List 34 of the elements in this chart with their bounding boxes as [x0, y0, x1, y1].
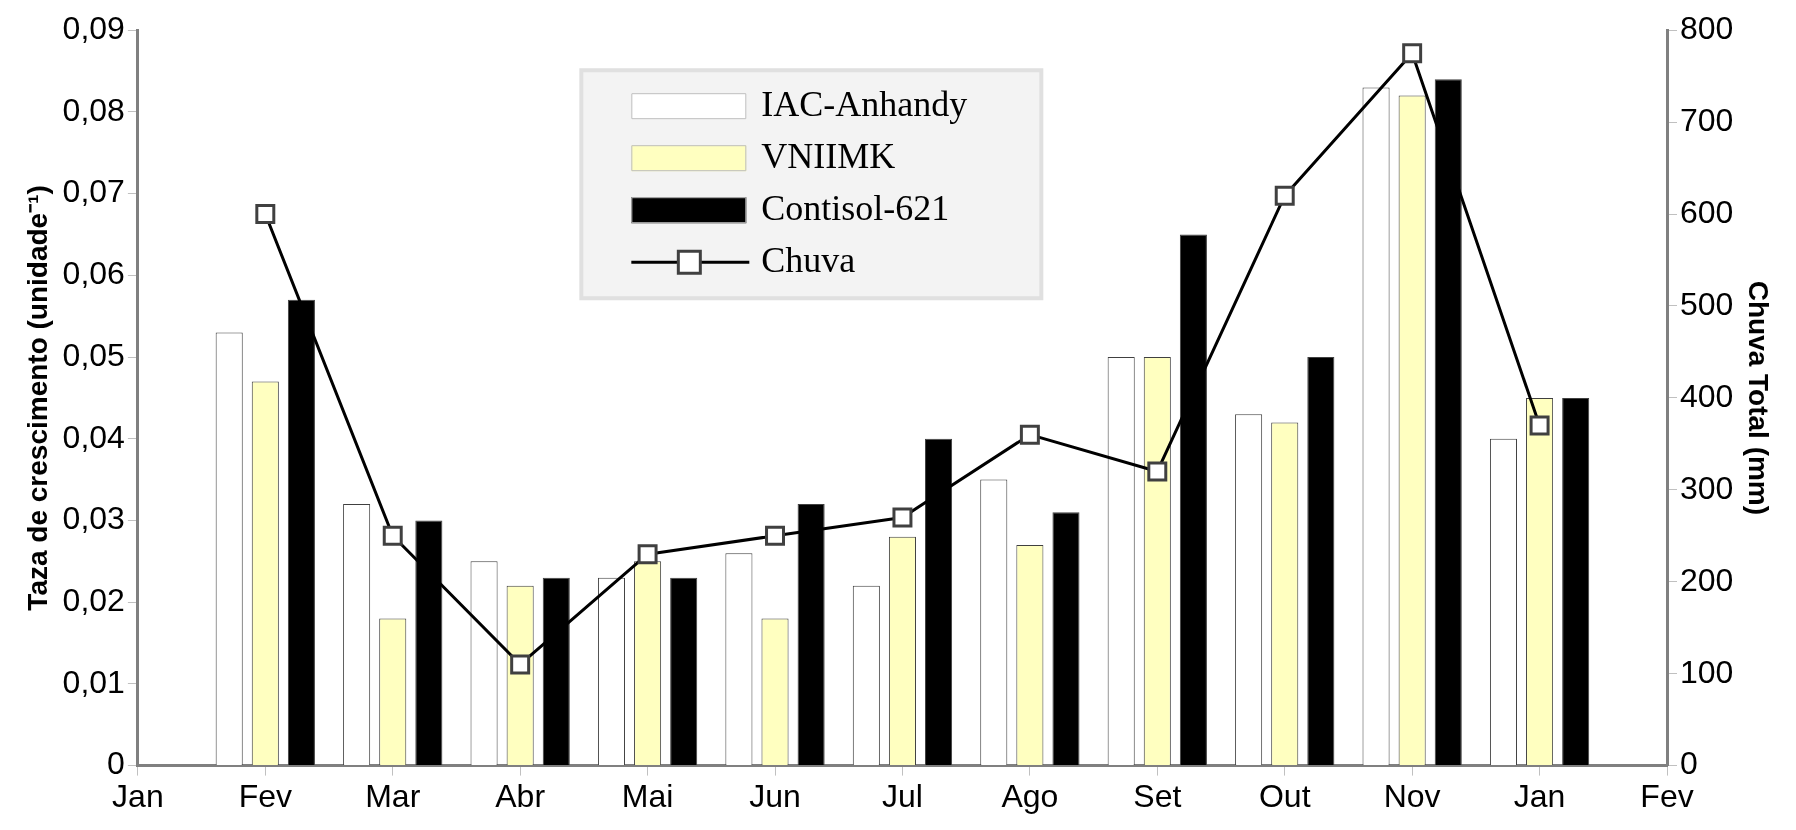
x-tick-label: Out — [1258, 777, 1311, 814]
x-tick-label: Fev — [238, 777, 292, 814]
y-axis-title: Taza de crescimento (unidade⁻¹) — [21, 185, 53, 611]
y2-tick-label: 400 — [1680, 377, 1734, 414]
y-tick-label: 0,09 — [62, 10, 125, 47]
y2-tick-label: 600 — [1680, 193, 1734, 230]
y2-tick-label: 800 — [1680, 10, 1734, 47]
x-tick-label: Set — [1133, 777, 1182, 814]
y-tick-label: 0,08 — [62, 91, 125, 128]
y-tick-label: 0,01 — [62, 663, 125, 700]
y-tick-label: 0,06 — [62, 255, 125, 292]
y-tick-label: 0,05 — [62, 336, 125, 373]
x-tick-label: Abr — [495, 777, 546, 814]
y2-tick-label: 100 — [1680, 653, 1734, 690]
x-tick-label: Jul — [881, 777, 923, 814]
y2-tick-label: 700 — [1680, 101, 1734, 138]
y-tick-label: 0,02 — [62, 582, 125, 619]
x-tick-label: Mai — [621, 777, 674, 814]
y2-tick-label: 200 — [1680, 561, 1734, 598]
x-tick-label: Ago — [1001, 777, 1059, 814]
legend-label: IAC-Anhandy — [761, 83, 968, 124]
legend-label: Chuva — [761, 239, 856, 280]
legend-label: Contisol-621 — [761, 187, 950, 228]
y-tick-label: 0,04 — [62, 418, 125, 455]
y2-tick-label: 300 — [1680, 469, 1734, 506]
x-tick-label: Mar — [365, 777, 421, 814]
y-tick-label: 0,03 — [62, 500, 125, 537]
x-tick-label: Nov — [1383, 777, 1441, 814]
x-tick-label: Jun — [749, 777, 801, 814]
x-tick-label: Jan — [1513, 777, 1566, 814]
y2-tick-label: 500 — [1680, 285, 1734, 322]
y2-axis-title: Chuva Total (mm) — [1743, 280, 1775, 516]
y-tick-label: 0,07 — [62, 173, 125, 210]
legend-label: VNIIMK — [761, 135, 896, 176]
